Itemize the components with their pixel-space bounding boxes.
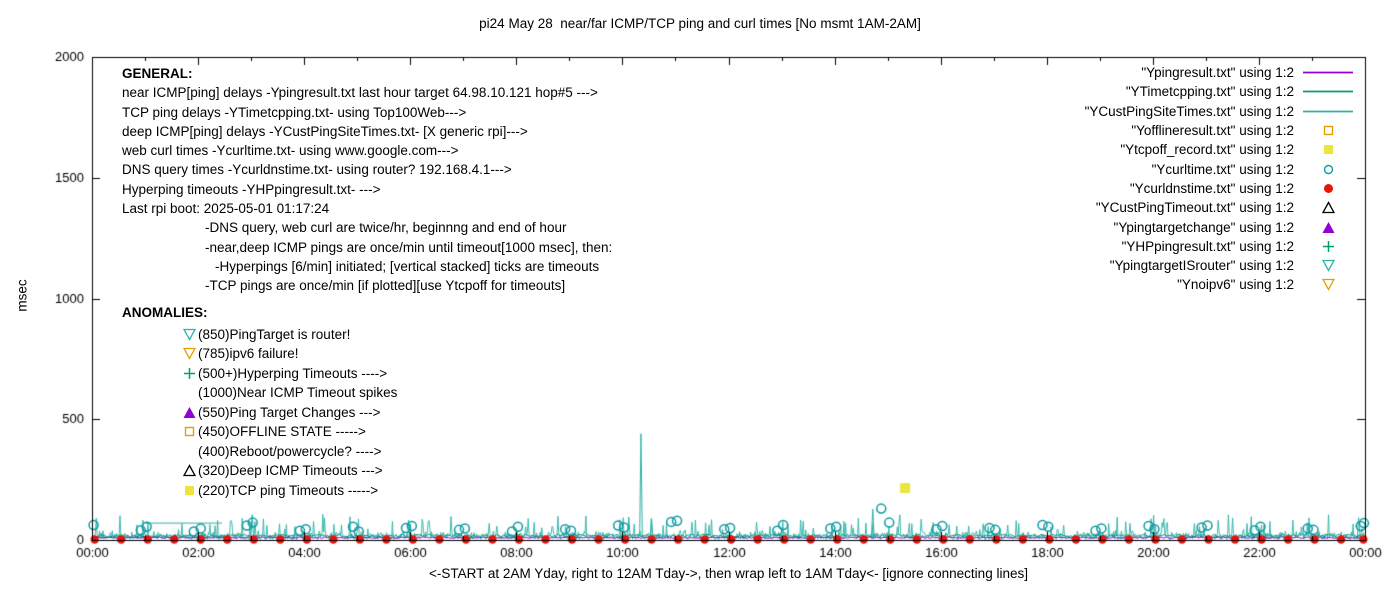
- general-notes: GENERAL: near ICMP[ping] delays -Ypingre…: [122, 66, 612, 298]
- circle-filled-icon: [1300, 182, 1356, 195]
- general-line: DNS query times -Ycurldnstime.txt- using…: [122, 162, 512, 178]
- legend-label: "YCustPingTimeout.txt" using 1:2: [1095, 200, 1294, 216]
- legend-entry: "Ycurldnstime.txt" using 1:2: [1085, 179, 1356, 198]
- triangle-up-filled-icon: [182, 406, 197, 419]
- general-line: TCP ping delays -YTimetcpping.txt- using…: [122, 104, 467, 120]
- anomaly-list: (850)PingTarget is router! (785)ipv6 fail…: [122, 324, 397, 500]
- legend-entry: "YHPpingresult.txt" using 1:2: [1085, 237, 1356, 256]
- legend-label: "Yofflineresult.txt" using 1:2: [1131, 123, 1294, 139]
- triangle-up-open-icon: [1300, 201, 1356, 214]
- triangle-down-open-icon: [182, 328, 197, 341]
- anomaly-text: (220)TCP ping Timeouts ----->: [198, 482, 379, 498]
- anomaly-item: (320)Deep ICMP Timeouts --->: [122, 461, 397, 481]
- anomaly-text: (320)Deep ICMP Timeouts --->: [198, 463, 383, 479]
- general-line: Last rpi boot: 2025-05-01 01:17:24: [122, 201, 330, 217]
- anomalies-heading: ANOMALIES:: [122, 305, 208, 320]
- general-line: -DNS query, web curl are twice/hr, begin…: [205, 220, 567, 236]
- legend: "Ypingresult.txt" using 1:2 "YTimetcpping…: [1085, 63, 1356, 295]
- square-filled-icon: [182, 484, 197, 497]
- triangle-down-open-icon: [182, 347, 197, 360]
- general-heading: GENERAL:: [122, 66, 193, 81]
- anomaly-text: (500+)Hyperping Timeouts ---->: [198, 365, 388, 381]
- general-line: Hyperping timeouts -YHPpingresult.txt- -…: [122, 181, 381, 197]
- legend-label: "YCustPingSiteTimes.txt" using 1:2: [1084, 103, 1294, 119]
- legend-label: "Ycurldnstime.txt" using 1:2: [1129, 180, 1294, 196]
- line-icon: [1300, 85, 1356, 98]
- legend-entry: "Ycurltime.txt" using 1:2: [1085, 159, 1356, 178]
- legend-entry: "YCustPingTimeout.txt" using 1:2: [1085, 198, 1356, 217]
- legend-label: "Ypingtargetchange" using 1:2: [1113, 219, 1294, 235]
- triangle-up-filled-icon: [1300, 221, 1356, 234]
- legend-label: "YTimetcpping.txt" using 1:2: [1125, 84, 1294, 100]
- anomaly-item: (450)OFFLINE STATE ----->: [122, 422, 397, 442]
- anomaly-text: (400)Reboot/powercycle? ---->: [198, 443, 382, 459]
- anomaly-text: (850)PingTarget is router!: [198, 326, 351, 342]
- legend-entry: "Yofflineresult.txt" using 1:2: [1085, 121, 1356, 140]
- anomaly-item: (400)Reboot/powercycle? ---->: [122, 441, 397, 461]
- general-line: -Hyperpings [6/min] initiated; [vertical…: [215, 258, 600, 274]
- anomaly-text: (785)ipv6 failure!: [198, 346, 299, 362]
- square-open-icon: [1300, 124, 1356, 137]
- anomaly-text: (550)Ping Target Changes --->: [198, 404, 381, 420]
- plus-icon: [1300, 240, 1356, 253]
- legend-label: "YpingtargetISrouter" using 1:2: [1109, 258, 1294, 274]
- line-icon: [1300, 66, 1356, 79]
- triangle-down-open-icon: [1300, 278, 1356, 292]
- legend-entry: "YpingtargetISrouter" using 1:2: [1085, 256, 1356, 275]
- square-filled-icon: [1300, 143, 1356, 156]
- general-lines: near ICMP[ping] delays -Ypingresult.txt …: [122, 85, 612, 297]
- anomaly-text: (1000)Near ICMP Timeout spikes: [198, 385, 398, 401]
- anomaly-item: (500+)Hyperping Timeouts ---->: [122, 363, 397, 383]
- legend-label: "Ytcpoff_record.txt" using 1:2: [1120, 142, 1294, 158]
- anomaly-item: (550)Ping Target Changes --->: [122, 402, 397, 422]
- general-line: -near,deep ICMP pings are once/min until…: [205, 239, 613, 255]
- legend-entry: "Ypingtargetchange" using 1:2: [1085, 217, 1356, 236]
- general-line: -TCP pings are once/min [if plotted][use…: [205, 278, 566, 294]
- line-icon: [1300, 105, 1356, 118]
- square-open-icon: [182, 425, 197, 438]
- legend-entry: "YCustPingSiteTimes.txt" using 1:2: [1085, 102, 1356, 121]
- anomaly-item: (850)PingTarget is router!: [122, 324, 397, 344]
- anomaly-text: (450)OFFLINE STATE ----->: [198, 424, 366, 440]
- legend-label: "Ycurltime.txt" using 1:2: [1151, 161, 1294, 177]
- anomaly-item: (220)TCP ping Timeouts ----->: [122, 480, 397, 500]
- anomaly-item: (785)ipv6 failure!: [122, 344, 397, 364]
- triangle-up-open-icon: [182, 464, 197, 477]
- general-line: near ICMP[ping] delays -Ypingresult.txt …: [122, 85, 598, 101]
- triangle-down-open-icon: [1300, 259, 1356, 272]
- legend-label: "Ynoipv6" using 1:2: [1177, 277, 1294, 293]
- x-axis-label: <-START at 2AM Yday, right to 12AM Tday-…: [429, 566, 1028, 581]
- anomaly-item: (1000)Near ICMP Timeout spikes: [122, 383, 397, 403]
- legend-entry: "Ytcpoff_record.txt" using 1:2: [1085, 140, 1356, 159]
- legend-entry: "Ypingresult.txt" using 1:2: [1085, 63, 1356, 82]
- general-line: deep ICMP[ping] delays -YCustPingSiteTim…: [122, 123, 528, 139]
- legend-label: "YHPpingresult.txt" using 1:2: [1121, 238, 1294, 254]
- y-axis-label: msec: [14, 279, 30, 312]
- plus-icon: [182, 367, 197, 380]
- general-line: web curl times -Ycurltime.txt- using www…: [122, 143, 459, 159]
- circle-open-icon: [1300, 163, 1356, 176]
- legend-entry: "Ynoipv6" using 1:2: [1085, 275, 1356, 294]
- chart-title: pi24 May 28 near/far ICMP/TCP ping and c…: [479, 16, 921, 31]
- anomalies-notes: ANOMALIES: (850)PingTarget is router! (78…: [122, 305, 397, 500]
- legend-label: "Ypingresult.txt" using 1:2: [1141, 65, 1294, 81]
- legend-entry: "YTimetcpping.txt" using 1:2: [1085, 82, 1356, 101]
